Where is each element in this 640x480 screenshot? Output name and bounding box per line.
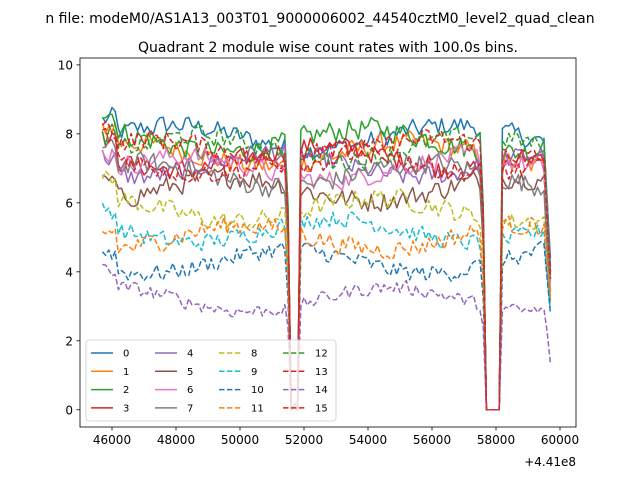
suptitle: n file: modeM0/AS1A13_003T01_9000006002_… (45, 11, 594, 27)
series-line-15 (102, 127, 552, 411)
series-line-8 (101, 170, 552, 411)
y-tick-label-10: 10 (58, 58, 73, 72)
legend-label-8: 8 (251, 349, 257, 360)
series-line-13 (101, 121, 552, 411)
legend-label-7: 7 (187, 403, 193, 414)
series-line-5 (102, 166, 552, 411)
y-tick-label-2: 2 (65, 334, 73, 348)
legend-label-0: 0 (123, 349, 129, 360)
y-tick-label-0: 0 (65, 403, 73, 417)
legend-label-6: 6 (187, 385, 193, 396)
legend-label-1: 1 (123, 367, 129, 378)
series-line-10 (101, 240, 552, 411)
legend-label-14: 14 (315, 385, 328, 396)
x-tick-label-50000: 50000 (221, 433, 259, 447)
legend-label-3: 3 (123, 403, 129, 414)
x-tick-label-52000: 52000 (285, 433, 323, 447)
legend-label-13: 13 (315, 367, 328, 378)
legend-label-2: 2 (123, 385, 129, 396)
x-tick-label-60000: 60000 (541, 433, 579, 447)
x-offset-label: +4.41e8 (524, 455, 576, 469)
axes-frame (79, 57, 577, 428)
series-line-4 (101, 143, 552, 411)
series-line-6 (101, 144, 552, 411)
plot-area (101, 106, 552, 411)
x-tick-label-48000: 48000 (157, 433, 195, 447)
legend-label-4: 4 (187, 349, 193, 360)
x-tick-label-46000: 46000 (93, 433, 131, 447)
series-line-14 (102, 263, 552, 411)
legend-label-5: 5 (187, 367, 193, 378)
axes: 46000 48000 50000 52000 54000 56000 58000 60000… (58, 57, 579, 447)
legend-label-11: 11 (251, 403, 264, 414)
x-tick-label-54000: 54000 (349, 433, 387, 447)
series-line-12 (101, 123, 552, 411)
y-tick-label-8: 8 (65, 127, 73, 141)
legend-label-10: 10 (251, 385, 264, 396)
chart-title: Quadrant 2 module wise count rates with … (138, 40, 518, 56)
series-line-9 (101, 202, 552, 411)
series-line-11 (101, 215, 552, 411)
x-tick-label-58000: 58000 (477, 433, 515, 447)
legend-label-12: 12 (315, 349, 328, 360)
series-line-2 (102, 113, 552, 411)
y-tick-label-6: 6 (65, 196, 73, 210)
legend-label-15: 15 (315, 403, 328, 414)
legend-label-9: 9 (251, 367, 257, 378)
x-tick-label-56000: 56000 (413, 433, 451, 447)
legend-box (85, 339, 337, 422)
y-tick-label-4: 4 (65, 265, 73, 279)
